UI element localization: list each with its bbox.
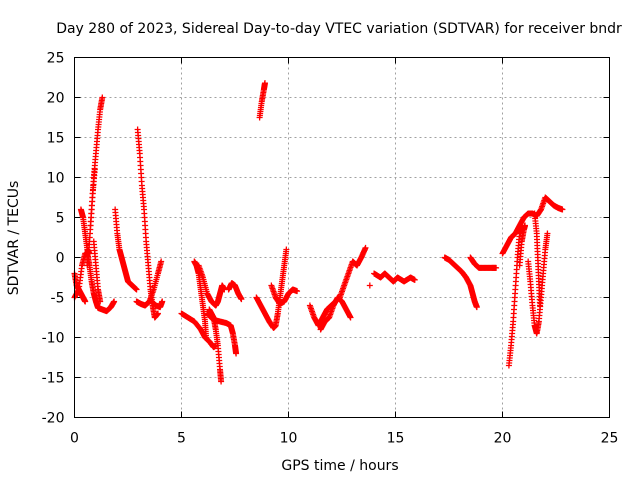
data-point — [233, 350, 240, 357]
data-point — [544, 230, 551, 237]
data-points — [71, 80, 566, 385]
y-tick-label: 20 — [47, 91, 65, 107]
data-point — [133, 286, 140, 293]
y-tick-label: 0 — [56, 251, 65, 267]
data-point — [261, 80, 268, 87]
grid — [74, 57, 610, 418]
data-point — [283, 246, 290, 253]
data-point — [203, 334, 210, 341]
x-tick-label: 15 — [387, 431, 405, 447]
data-point — [493, 264, 500, 271]
data-point — [347, 314, 354, 321]
data-point — [536, 302, 543, 309]
data-point — [521, 222, 528, 229]
data-point — [82, 298, 89, 305]
data-point — [91, 166, 98, 173]
data-point — [366, 282, 373, 289]
x-tick-label: 5 — [177, 431, 186, 447]
y-tick-label: 10 — [47, 171, 65, 187]
data-point — [111, 298, 118, 305]
data-point — [99, 94, 106, 101]
x-tick-label: 10 — [280, 431, 298, 447]
y-tick-label: -5 — [51, 291, 65, 307]
data-point — [158, 258, 165, 265]
data-point — [154, 310, 161, 317]
data-point — [559, 206, 566, 213]
ticks — [74, 57, 610, 418]
plot-frame — [74, 57, 610, 418]
data-point — [294, 288, 301, 295]
x-tick-label: 25 — [601, 431, 619, 447]
y-tick-label: -10 — [42, 331, 65, 347]
data-point — [411, 276, 418, 283]
y-tick-label: 15 — [47, 131, 65, 147]
tick-labels: 0 5 10 15 20 25 -20 -15 -10 -5 0 5 10 15 20 25 — [42, 51, 619, 447]
x-tick-label: 20 — [494, 431, 512, 447]
data-point — [218, 378, 225, 385]
y-tick-label: -20 — [42, 411, 65, 427]
x-tick-label: 0 — [70, 431, 79, 447]
x-axis-label: GPS time / hours — [281, 458, 398, 474]
data-point — [362, 244, 369, 251]
data-point — [97, 298, 104, 305]
y-tick-label: 5 — [56, 211, 65, 227]
y-tick-label: -15 — [42, 371, 65, 387]
chart-title: Day 280 of 2023, Sidereal Day-to-day VTE… — [56, 21, 622, 37]
y-axis-label: SDTVAR / TECUs — [6, 181, 22, 296]
data-point — [238, 296, 245, 303]
y-tick-label: 25 — [47, 51, 65, 67]
data-point — [159, 298, 166, 305]
data-point — [473, 304, 480, 311]
